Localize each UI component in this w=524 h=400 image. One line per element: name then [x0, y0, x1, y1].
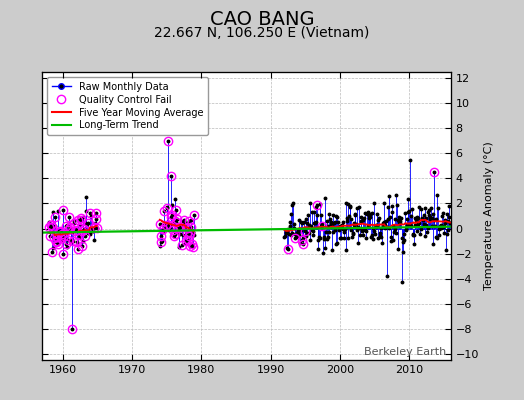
Legend: Raw Monthly Data, Quality Control Fail, Five Year Moving Average, Long-Term Tren: Raw Monthly Data, Quality Control Fail, … [47, 77, 208, 135]
Text: Berkeley Earth: Berkeley Earth [364, 347, 446, 357]
Y-axis label: Temperature Anomaly (°C): Temperature Anomaly (°C) [484, 142, 495, 290]
Text: 22.667 N, 106.250 E (Vietnam): 22.667 N, 106.250 E (Vietnam) [154, 26, 370, 40]
Text: CAO BANG: CAO BANG [210, 10, 314, 29]
